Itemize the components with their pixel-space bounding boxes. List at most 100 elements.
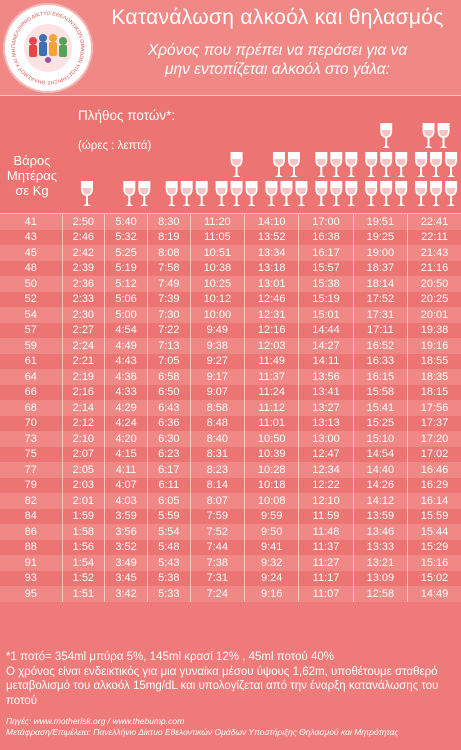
time-cell: 16:14 <box>407 493 461 509</box>
table-row: 57 2:27 4:54 7:22 9:49 12:16 14:44 17:11 19:38 <box>0 322 461 338</box>
time-cell: 2:36 <box>62 276 106 292</box>
time-cell: 1:52 <box>62 570 106 586</box>
table-row: 64 2:19 4:38 6:58 9:17 11:37 13:56 16:15 18:35 <box>0 369 461 385</box>
time-cell: 4:33 <box>104 384 148 400</box>
time-cell: 14:10 <box>244 214 300 230</box>
wine-glass-icon <box>315 181 328 206</box>
time-cell: 22:41 <box>407 214 461 230</box>
time-cell: 2:33 <box>62 291 106 307</box>
time-cell: 4:11 <box>104 462 148 478</box>
time-cell: 8:30 <box>147 214 191 230</box>
subtitle-line-2: μην εντοπίζεται αλκοόλ στο γάλα: <box>165 61 390 78</box>
weight-cell: 61 <box>0 353 63 369</box>
time-cell: 3:49 <box>104 555 148 571</box>
time-cell: 6:36 <box>147 415 191 431</box>
time-cell: 14:44 <box>298 322 354 338</box>
time-cell: 13:59 <box>353 508 409 524</box>
table-row: 52 2:33 5:06 7:39 10:12 12:46 15:19 17:52 20:25 <box>0 291 461 307</box>
time-cell: 16:17 <box>298 245 354 261</box>
wine-glass-icon <box>415 181 428 206</box>
time-cell: 13:34 <box>244 245 300 261</box>
time-cell: 1:58 <box>62 524 106 540</box>
time-cell: 5:32 <box>104 229 148 245</box>
time-cell: 12:22 <box>298 477 354 493</box>
time-cell: 7:13 <box>147 338 191 354</box>
weight-label-line-2: Μητέρας <box>6 168 58 183</box>
time-cell: 14:12 <box>353 493 409 509</box>
table-row: 50 2:36 5:12 7:49 10:25 13:01 15:38 18:14 20:50 <box>0 276 461 292</box>
time-cell: 6:58 <box>147 369 191 385</box>
table-row: 66 2:16 4:33 6:50 9:07 11:24 13:41 15:58 18:15 <box>0 384 461 400</box>
wine-glass-icon <box>265 181 278 206</box>
time-cell: 15:41 <box>353 400 409 416</box>
time-cell: 10:38 <box>190 260 246 276</box>
time-cell: 8:08 <box>147 245 191 261</box>
time-cell: 9:24 <box>244 570 300 586</box>
time-cell: 7:05 <box>147 353 191 369</box>
time-cell: 7:39 <box>147 291 191 307</box>
weight-label-line-3: σε Kg <box>15 183 49 198</box>
time-cell: 5:40 <box>104 214 148 230</box>
wine-glass-icon <box>180 181 193 206</box>
table-row: 91 1:54 3:49 5:43 7:38 9:32 11:27 13:21 15:16 <box>0 555 461 571</box>
weight-cell: 82 <box>0 493 63 509</box>
time-cell: 9:38 <box>190 338 246 354</box>
time-cell: 11:49 <box>244 353 300 369</box>
time-cell: 13:00 <box>298 431 354 447</box>
time-cell: 6:43 <box>147 400 191 416</box>
wine-glass-icon <box>330 152 343 177</box>
time-cell: 17:00 <box>298 214 354 230</box>
wine-glass-icon <box>380 123 393 148</box>
time-cell: 7:59 <box>190 508 246 524</box>
time-cell: 4:24 <box>104 415 148 431</box>
time-cell: 10:18 <box>244 477 300 493</box>
time-cell: 19:16 <box>407 338 461 354</box>
time-cell: 10:50 <box>244 431 300 447</box>
time-cell: 12:16 <box>244 322 300 338</box>
time-cell: 11:05 <box>190 229 246 245</box>
weight-cell: 75 <box>0 446 63 462</box>
weight-cell: 73 <box>0 431 63 447</box>
time-cell: 6:50 <box>147 384 191 400</box>
time-cell: 2:01 <box>62 493 106 509</box>
time-cell: 10:39 <box>244 446 300 462</box>
time-cell: 17:20 <box>407 431 461 447</box>
page-title: Κατανάλωση αλκοόλ και θηλασμός <box>111 6 444 29</box>
time-cell: 9:49 <box>190 322 246 338</box>
time-cell: 14:40 <box>353 462 409 478</box>
time-cell: 11:12 <box>244 400 300 416</box>
time-cell: 2:39 <box>62 260 106 276</box>
time-cell: 20:01 <box>407 307 461 323</box>
weight-cell: 68 <box>0 400 63 416</box>
time-cell: 2:03 <box>62 477 106 493</box>
time-cell: 7:44 <box>190 539 246 555</box>
time-cell: 3:52 <box>104 539 148 555</box>
time-cell: 2:42 <box>62 245 106 261</box>
weight-label-line-1: Βάρος <box>13 153 51 168</box>
weight-cell: 66 <box>0 384 63 400</box>
time-cell: 2:50 <box>62 214 106 230</box>
time-cell: 5:59 <box>147 508 191 524</box>
time-cell: 13:52 <box>244 229 300 245</box>
time-cell: 5:48 <box>147 539 191 555</box>
time-cell: 12:46 <box>244 291 300 307</box>
wine-glass-icon <box>195 181 208 206</box>
time-cell: 4:43 <box>104 353 148 369</box>
time-cell: 5:38 <box>147 570 191 586</box>
time-cell: 12:31 <box>244 307 300 323</box>
time-cell: 18:55 <box>407 353 461 369</box>
time-cell: 4:07 <box>104 477 148 493</box>
table-row: 88 1:56 3:52 5:48 7:44 9:41 11:37 13:33 15:29 <box>0 539 461 555</box>
wine-glass-icon <box>430 181 443 206</box>
time-cell: 9:59 <box>244 508 300 524</box>
wine-glass-icon <box>415 152 428 177</box>
wine-glass-icon <box>123 181 136 206</box>
time-cell: 5:43 <box>147 555 191 571</box>
time-cell: 11:20 <box>190 214 246 230</box>
time-cell: 1:54 <box>62 555 106 571</box>
time-cell: 2:12 <box>62 415 106 431</box>
time-cell: 9:27 <box>190 353 246 369</box>
table-row: 82 2:01 4:03 6:05 8:07 10:08 12:10 14:12 16:14 <box>0 493 461 509</box>
weight-cell: 79 <box>0 477 63 493</box>
time-cell: 12:10 <box>298 493 354 509</box>
